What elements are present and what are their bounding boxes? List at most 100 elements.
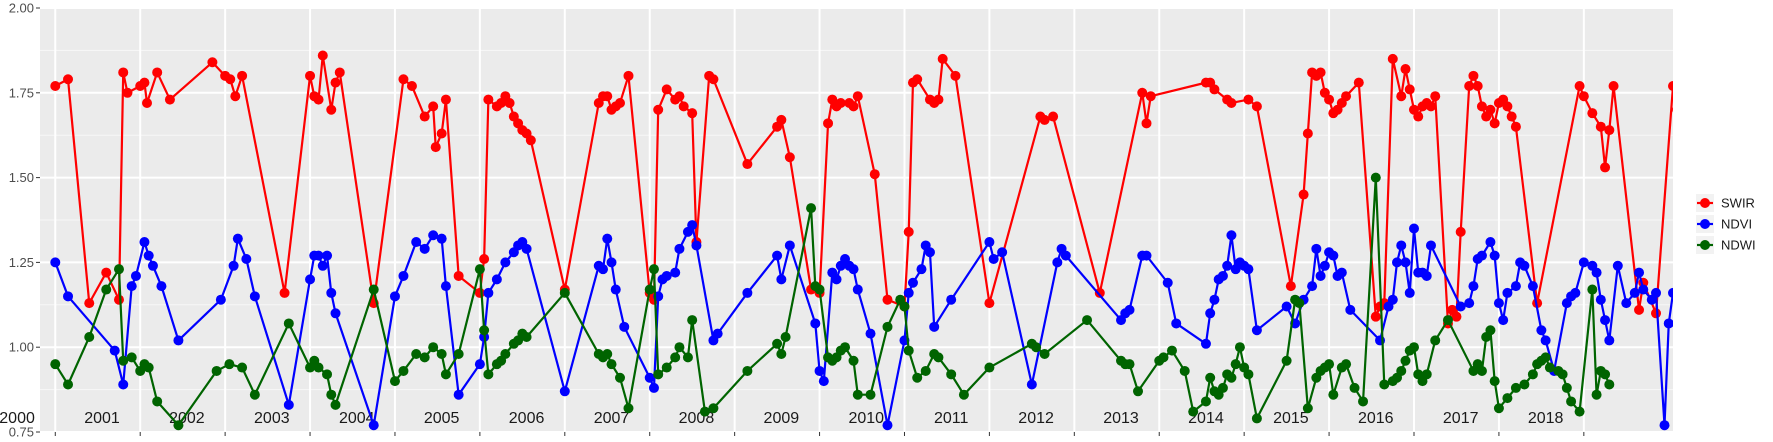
data-point-swir — [1048, 111, 1059, 122]
data-point-ndwi — [912, 372, 923, 383]
data-point-ndvi — [453, 389, 464, 400]
data-point-swir — [678, 101, 689, 112]
data-point-swir — [882, 294, 893, 305]
data-point-swir — [661, 84, 672, 95]
data-point-ndwi — [1540, 352, 1551, 363]
data-point-swir — [1145, 91, 1156, 102]
data-point-ndwi — [623, 403, 634, 414]
data-point-ndvi — [1141, 250, 1152, 261]
data-point-ndwi — [479, 325, 490, 336]
year-label: 2017 — [1443, 410, 1479, 427]
data-point-ndwi — [606, 359, 617, 370]
data-point-ndwi — [313, 362, 324, 373]
data-point-swir — [1315, 67, 1326, 78]
data-point-swir — [933, 94, 944, 105]
data-point-swir — [1451, 311, 1462, 322]
data-point-ndwi — [1205, 372, 1216, 383]
data-point-swir — [1506, 111, 1517, 122]
data-point-ndwi — [428, 342, 439, 353]
data-point-ndvi — [610, 284, 621, 295]
data-point-swir — [317, 50, 328, 61]
data-point-ndvi — [156, 281, 167, 292]
data-point-ndwi — [249, 389, 260, 400]
data-point-ndvi — [1162, 277, 1173, 288]
data-point-ndvi — [241, 254, 252, 265]
data-point-ndwi — [1302, 403, 1313, 414]
data-point-swir — [141, 97, 152, 108]
data-point-swir — [139, 77, 150, 88]
data-point-swir — [653, 104, 664, 115]
data-point-ndwi — [1234, 342, 1245, 353]
data-point-ndvi — [1659, 420, 1670, 431]
data-point-ndwi — [814, 284, 825, 295]
data-point-ndvi — [1510, 281, 1521, 292]
data-point-swir — [1400, 64, 1411, 75]
legend-item-swir: SWIR — [1696, 194, 1755, 212]
data-point-ndwi — [101, 284, 112, 295]
data-point-ndvi — [810, 318, 821, 329]
data-point-ndvi — [602, 233, 613, 244]
data-point-ndwi — [211, 365, 222, 376]
data-point-ndwi — [1179, 365, 1190, 376]
data-point-ndwi — [1200, 396, 1211, 407]
data-point-ndwi — [1226, 372, 1237, 383]
data-point-swir — [430, 142, 441, 153]
data-point-ndvi — [1455, 301, 1466, 312]
data-point-swir — [1600, 162, 1611, 173]
data-point-swir — [313, 94, 324, 105]
data-point-ndvi — [1621, 298, 1632, 309]
data-point-ndwi — [882, 321, 893, 332]
y-tick-label: 0.75 — [9, 425, 34, 440]
data-point-ndvi — [368, 420, 379, 431]
data-point-ndvi — [644, 372, 655, 383]
data-point-ndvi — [500, 257, 511, 268]
data-point-ndvi — [398, 270, 409, 281]
data-point-ndvi — [772, 250, 783, 261]
series-swir — [50, 50, 1673, 329]
year-label: 2012 — [1018, 410, 1054, 427]
data-point-swir — [1668, 81, 1673, 92]
data-point-ndvi — [1600, 315, 1611, 326]
year-label: 2001 — [84, 410, 120, 427]
data-point-ndwi — [440, 369, 451, 380]
data-point-ndvi — [232, 233, 243, 244]
data-point-ndvi — [559, 386, 570, 397]
data-point-ndwi — [1557, 369, 1568, 380]
legend-label: NDVI — [1721, 217, 1752, 232]
data-point-swir — [330, 77, 341, 88]
data-point-ndvi — [848, 264, 859, 275]
data-point-swir — [776, 114, 787, 125]
data-point-ndvi — [249, 291, 260, 302]
data-point-swir — [1243, 94, 1254, 105]
data-point-swir — [614, 97, 625, 108]
data-point-ndvi — [1421, 270, 1432, 281]
data-point-swir — [525, 135, 536, 146]
data-point-ndvi — [852, 284, 863, 295]
data-point-ndvi — [1638, 284, 1649, 295]
data-point-swir — [1039, 114, 1050, 125]
data-point-ndvi — [1425, 240, 1436, 251]
data-point-ndvi — [1668, 287, 1673, 298]
data-point-swir — [1476, 101, 1487, 112]
data-point-ndwi — [984, 362, 995, 373]
data-point-ndvi — [1493, 298, 1504, 309]
data-point-ndvi — [691, 240, 702, 251]
data-point-ndwi — [708, 403, 719, 414]
data-point-swir — [1341, 91, 1352, 102]
data-point-ndvi — [1217, 270, 1228, 281]
data-point-ndvi — [1205, 308, 1216, 319]
data-point-ndvi — [1570, 287, 1581, 298]
data-point-swir — [305, 70, 316, 81]
data-point-swir — [1574, 81, 1585, 92]
data-point-swir — [984, 298, 995, 309]
data-point-ndvi — [1629, 287, 1640, 298]
data-point-ndwi — [1294, 298, 1305, 309]
data-point-ndwi — [398, 365, 409, 376]
data-point-swir — [436, 128, 447, 139]
y-tick-label: 1.50 — [9, 170, 34, 185]
legend-item-ndvi: NDVI — [1696, 215, 1752, 233]
legend-item-ndwi: NDWI — [1696, 236, 1756, 254]
data-point-swir — [1387, 53, 1398, 64]
data-point-swir — [1396, 91, 1407, 102]
